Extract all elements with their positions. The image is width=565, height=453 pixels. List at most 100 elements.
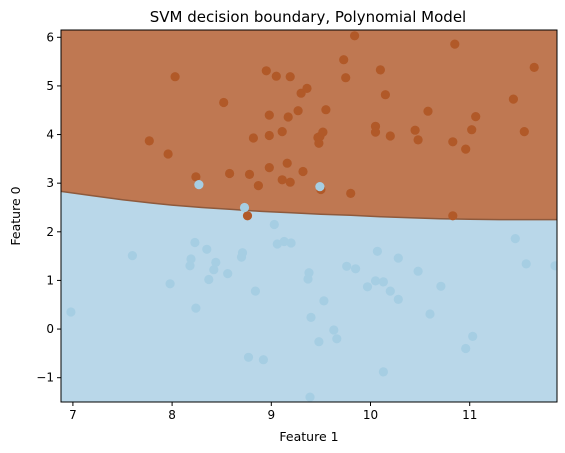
x-tick-label: 9	[267, 408, 275, 422]
data-point-class-lower	[436, 281, 446, 291]
data-point-class-lower	[185, 261, 195, 271]
y-tick-label: 0	[46, 322, 54, 336]
data-point-class-lower	[385, 286, 395, 296]
y-tick-label: 3	[46, 176, 54, 190]
data-point-class-upper	[448, 137, 458, 147]
data-point-class-lower	[510, 234, 520, 244]
data-point-class-upper	[380, 90, 390, 100]
y-tick-label: 2	[46, 225, 54, 239]
data-point-class-lower	[425, 309, 435, 319]
data-point-class-upper	[341, 73, 351, 83]
data-point-class-lower	[305, 392, 315, 402]
plot-area	[61, 30, 557, 402]
data-point-class-lower	[342, 261, 352, 271]
data-point-class-upper	[261, 66, 271, 76]
data-point-class-lower	[258, 355, 268, 365]
data-point-class-lower	[211, 257, 221, 267]
decision-region-upper	[61, 30, 557, 220]
data-point-class-lower	[468, 331, 478, 341]
data-point-class-lower	[286, 238, 296, 248]
x-tick-label: 7	[69, 408, 77, 422]
data-point-class-upper	[282, 158, 292, 168]
data-point-class-upper	[423, 106, 433, 116]
data-point-class-lower	[306, 312, 316, 322]
y-axis-ticks: −1 0 1 2 3 4 5 6	[36, 30, 61, 385]
x-axis-ticks: 7 8 9 10 11	[69, 402, 477, 422]
data-point-class-upper	[471, 112, 481, 122]
data-point-class-upper	[264, 163, 274, 173]
data-point-class-lower	[315, 182, 325, 192]
data-point-class-upper	[248, 133, 258, 143]
data-point-class-lower	[378, 367, 388, 377]
plot-frame	[60, 29, 558, 403]
data-point-class-lower	[521, 259, 531, 269]
data-point-class-upper	[385, 131, 395, 141]
data-point-class-lower	[413, 266, 423, 276]
y-tick-label: −1	[36, 371, 54, 385]
data-point-class-upper	[285, 177, 295, 187]
chart-title: SVM decision boundary, Polynomial Model	[150, 8, 466, 26]
data-point-class-upper	[191, 172, 201, 182]
data-point-class-upper	[170, 72, 180, 82]
data-point-class-upper	[318, 127, 328, 137]
data-point-class-lower	[269, 219, 279, 230]
data-point-class-upper	[467, 125, 477, 135]
data-point-class-lower	[127, 251, 137, 261]
data-point-class-lower	[362, 282, 373, 292]
data-point-class-lower	[332, 334, 342, 344]
x-tick-label: 8	[168, 408, 176, 422]
data-point-class-upper	[508, 94, 518, 104]
scatter-points	[66, 31, 557, 402]
data-point-class-upper	[350, 31, 360, 41]
data-point-class-upper	[321, 105, 331, 115]
data-point-class-lower	[66, 307, 76, 317]
data-point-class-lower	[351, 264, 361, 274]
data-point-class-lower	[304, 268, 314, 278]
data-point-class-lower	[250, 286, 260, 296]
data-point-class-lower	[393, 294, 403, 304]
data-point-class-upper	[519, 127, 529, 137]
decision-boundary-line	[61, 190, 557, 221]
data-point-class-upper	[264, 130, 274, 141]
data-point-class-lower	[329, 325, 339, 335]
data-point-class-upper	[283, 112, 293, 122]
data-point-class-lower	[204, 274, 214, 285]
data-point-class-lower	[191, 303, 201, 313]
data-point-class-upper	[339, 55, 349, 65]
data-point-class-upper	[285, 72, 295, 82]
data-point-class-upper	[264, 110, 274, 120]
data-point-class-upper	[314, 138, 324, 148]
data-point-class-lower	[393, 253, 403, 263]
data-point-class-upper	[448, 211, 458, 221]
data-point-class-lower	[190, 237, 200, 248]
x-tick-label: 11	[462, 408, 477, 422]
data-point-class-lower	[279, 236, 289, 247]
data-point-class-lower	[314, 337, 324, 347]
data-point-class-upper	[370, 127, 381, 137]
data-point-class-lower	[237, 248, 248, 258]
data-point-class-lower	[239, 202, 250, 213]
data-point-class-upper	[461, 144, 471, 154]
data-point-class-upper	[277, 127, 287, 137]
data-point-class-upper	[293, 106, 303, 116]
data-point-class-lower	[550, 261, 557, 271]
data-point-class-lower	[209, 265, 219, 275]
data-point-class-upper	[450, 39, 460, 49]
data-point-class-lower	[461, 343, 471, 354]
data-point-class-lower	[243, 352, 254, 362]
data-point-class-lower	[223, 269, 233, 279]
data-point-class-upper	[219, 97, 229, 108]
data-point-class-lower	[319, 296, 329, 306]
data-point-class-upper	[413, 135, 423, 145]
data-point-class-lower	[186, 254, 196, 264]
data-point-class-upper	[277, 175, 287, 185]
data-point-class-upper	[253, 181, 263, 191]
data-point-class-lower	[378, 277, 388, 287]
data-point-class-upper	[375, 65, 385, 75]
data-point-class-lower	[272, 239, 282, 249]
data-point-class-upper	[144, 136, 154, 146]
data-point-class-upper	[529, 62, 539, 72]
y-tick-label: 6	[46, 30, 54, 44]
data-point-class-lower	[194, 180, 204, 190]
